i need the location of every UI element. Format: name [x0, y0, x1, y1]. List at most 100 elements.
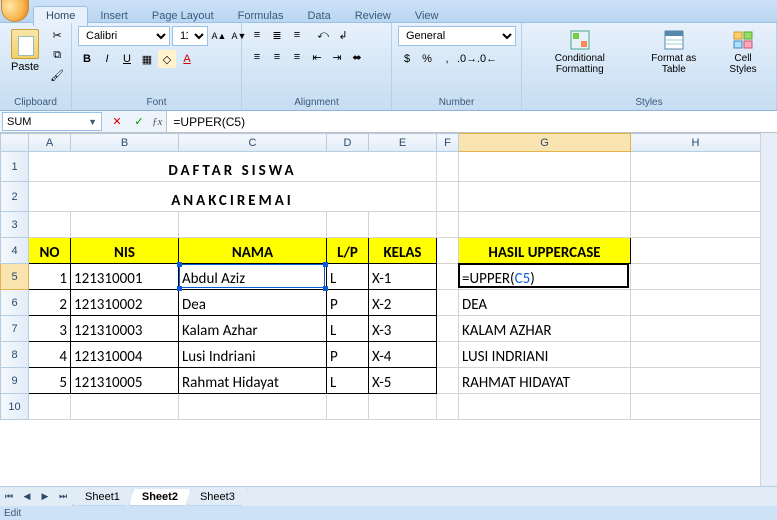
- cell-H7[interactable]: [631, 316, 761, 342]
- cell-A8[interactable]: 4: [29, 342, 71, 368]
- increase-indent-button[interactable]: ⇥: [328, 48, 346, 66]
- cell-G8[interactable]: LUSI INDRIANI: [459, 342, 631, 368]
- cell-C7[interactable]: Kalam Azhar: [179, 316, 327, 342]
- border-button[interactable]: ▦: [138, 50, 156, 68]
- font-family-select[interactable]: Calibri: [78, 26, 170, 46]
- cell-A10[interactable]: [29, 394, 71, 420]
- cell-E3[interactable]: [369, 212, 437, 238]
- wrap-text-button[interactable]: ↲: [334, 26, 352, 44]
- cell-H4[interactable]: [631, 238, 761, 264]
- cell-H8[interactable]: [631, 342, 761, 368]
- cell-C9[interactable]: Rahmat Hidayat: [179, 368, 327, 394]
- cell-D8[interactable]: P: [327, 342, 369, 368]
- cell-D6[interactable]: P: [327, 290, 369, 316]
- tab-nav-prev[interactable]: ◀: [18, 489, 36, 505]
- cell-D9[interactable]: L: [327, 368, 369, 394]
- row-header-9[interactable]: 9: [1, 368, 29, 394]
- orientation-button[interactable]: ⤺: [314, 26, 332, 44]
- office-button[interactable]: [1, 0, 29, 22]
- cell-C4[interactable]: NAMA: [179, 238, 327, 264]
- cell-C5[interactable]: Abdul Aziz: [179, 264, 327, 290]
- cell-A4[interactable]: NO: [29, 238, 71, 264]
- cell-D7[interactable]: L: [327, 316, 369, 342]
- cell-G7[interactable]: KALAM AZHAR: [459, 316, 631, 342]
- cell-E4[interactable]: KELAS: [369, 238, 437, 264]
- cell-A6[interactable]: 2: [29, 290, 71, 316]
- cell-B6[interactable]: 121310002: [71, 290, 179, 316]
- col-header-B[interactable]: B: [71, 134, 179, 152]
- cell-A3[interactable]: [29, 212, 71, 238]
- cell-B5[interactable]: 121310001: [71, 264, 179, 290]
- underline-button[interactable]: U: [118, 50, 136, 68]
- cut-button[interactable]: ✂: [48, 26, 66, 44]
- cell-D3[interactable]: [327, 212, 369, 238]
- row-header-1[interactable]: 1: [1, 152, 29, 182]
- row-header-10[interactable]: 10: [1, 394, 29, 420]
- cell-F7[interactable]: [437, 316, 459, 342]
- comma-button[interactable]: ,: [438, 50, 456, 68]
- row-header-8[interactable]: 8: [1, 342, 29, 368]
- fx-icon[interactable]: ƒx: [152, 116, 162, 128]
- align-left-button[interactable]: ≡: [248, 48, 266, 66]
- cell-B3[interactable]: [71, 212, 179, 238]
- vertical-scrollbar[interactable]: [760, 133, 777, 486]
- cell-B8[interactable]: 121310004: [71, 342, 179, 368]
- cell-G3[interactable]: [459, 212, 631, 238]
- increase-decimal-button[interactable]: .0→: [458, 50, 476, 68]
- percent-button[interactable]: %: [418, 50, 436, 68]
- row-header-7[interactable]: 7: [1, 316, 29, 342]
- cell-C6[interactable]: Dea: [179, 290, 327, 316]
- fill-color-button[interactable]: ◇: [158, 50, 176, 68]
- align-center-button[interactable]: ≡: [268, 48, 286, 66]
- cell-C3[interactable]: [179, 212, 327, 238]
- number-format-select[interactable]: General: [398, 26, 516, 46]
- format-as-table-button[interactable]: Format as Table: [636, 26, 713, 78]
- cell-F2[interactable]: [437, 182, 459, 212]
- reference-handle[interactable]: [177, 286, 182, 291]
- row-header-4[interactable]: 4: [1, 238, 29, 264]
- cell-A5[interactable]: 1: [29, 264, 71, 290]
- formula-input[interactable]: [167, 111, 777, 132]
- decrease-indent-button[interactable]: ⇤: [308, 48, 326, 66]
- cell-E8[interactable]: X-4: [369, 342, 437, 368]
- cell-A2[interactable]: ANAKCIREMAI: [29, 182, 437, 212]
- col-header-A[interactable]: A: [29, 134, 71, 152]
- cell-H3[interactable]: [631, 212, 761, 238]
- cell-H2[interactable]: [631, 182, 761, 212]
- col-header-H[interactable]: H: [631, 134, 761, 152]
- cancel-formula-button[interactable]: ✕: [108, 113, 126, 131]
- cell-E10[interactable]: [369, 394, 437, 420]
- col-header-F[interactable]: F: [437, 134, 459, 152]
- italic-button[interactable]: I: [98, 50, 116, 68]
- cell-H6[interactable]: [631, 290, 761, 316]
- conditional-formatting-button[interactable]: Conditional Formatting: [528, 26, 632, 78]
- cell-G1[interactable]: [459, 152, 631, 182]
- tab-nav-next[interactable]: ▶: [36, 489, 54, 505]
- align-top-button[interactable]: ≡: [248, 26, 266, 44]
- font-color-button[interactable]: A: [178, 50, 196, 68]
- format-painter-button[interactable]: 🖌: [48, 66, 66, 84]
- font-size-select[interactable]: 11: [172, 26, 208, 46]
- cell-D5[interactable]: L: [327, 264, 369, 290]
- cell-F9[interactable]: [437, 368, 459, 394]
- cell-B7[interactable]: 121310003: [71, 316, 179, 342]
- cell-C10[interactable]: [179, 394, 327, 420]
- cell-F10[interactable]: [437, 394, 459, 420]
- cell-B9[interactable]: 121310005: [71, 368, 179, 394]
- col-header-E[interactable]: E: [369, 134, 437, 152]
- increase-font-button[interactable]: A▲: [210, 27, 228, 45]
- paste-button[interactable]: Paste: [6, 26, 44, 76]
- cell-F1[interactable]: [437, 152, 459, 182]
- cell-styles-button[interactable]: Cell Styles: [716, 26, 770, 78]
- sheet-tab-sheet2[interactable]: Sheet2: [129, 489, 191, 506]
- row-header-5[interactable]: 5: [1, 264, 29, 290]
- col-header-C[interactable]: C: [179, 134, 327, 152]
- cell-H1[interactable]: [631, 152, 761, 182]
- align-right-button[interactable]: ≡: [288, 48, 306, 66]
- cell-B10[interactable]: [71, 394, 179, 420]
- tab-nav-first[interactable]: ⏮: [0, 489, 18, 505]
- currency-button[interactable]: $: [398, 50, 416, 68]
- cell-F5[interactable]: [437, 264, 459, 290]
- cell-A9[interactable]: 5: [29, 368, 71, 394]
- cell-H10[interactable]: [631, 394, 761, 420]
